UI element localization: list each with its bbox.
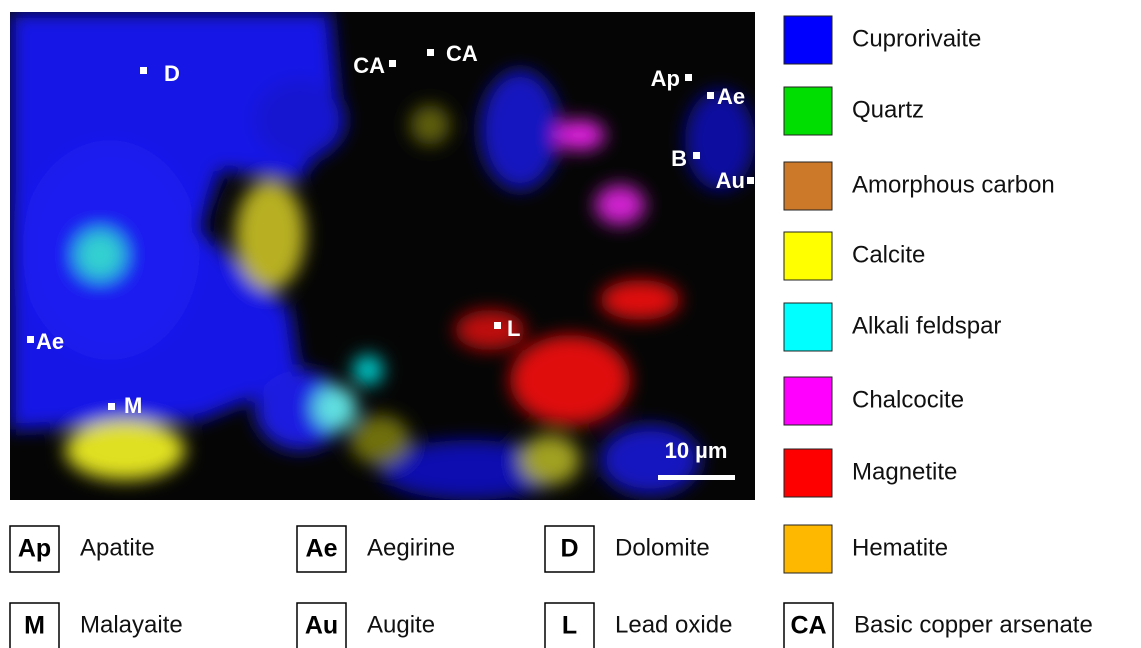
abbr-code: Au bbox=[305, 612, 338, 640]
legend-label: Amorphous carbon bbox=[852, 171, 1055, 198]
map-label: CA bbox=[353, 53, 385, 78]
legend-swatch bbox=[784, 303, 832, 351]
legend-label: Chalcocite bbox=[852, 386, 964, 413]
abbr-name: Augite bbox=[367, 611, 435, 638]
map-marker bbox=[494, 322, 501, 329]
legend-label: Hematite bbox=[852, 534, 948, 561]
mineral-map bbox=[10, 12, 755, 500]
map-label: CA bbox=[446, 41, 478, 66]
legend-swatch bbox=[784, 162, 832, 210]
abbr-code: M bbox=[24, 612, 45, 640]
legend-swatch bbox=[784, 16, 832, 64]
figure: 10 µm D CA CA Ap Ae B Au Ae M L Cuprorivaite Quartz… bbox=[0, 0, 1141, 648]
abbr-name: Malayaite bbox=[80, 611, 183, 638]
map-marker bbox=[747, 177, 754, 184]
legend-swatch bbox=[784, 232, 832, 280]
abbr-name: Basic copper arsenate bbox=[854, 611, 1093, 638]
map-label: D bbox=[164, 61, 180, 86]
scale-bar-label: 10 µm bbox=[665, 438, 728, 463]
map-marker bbox=[140, 67, 147, 74]
legend-label: Calcite bbox=[852, 241, 925, 268]
map-label: Au bbox=[716, 168, 745, 193]
abbr-code: CA bbox=[790, 612, 826, 640]
map-label: Ae bbox=[717, 84, 745, 109]
map-marker bbox=[693, 152, 700, 159]
abbr-code: L bbox=[562, 612, 577, 640]
abbr-code: D bbox=[560, 535, 578, 563]
abbr-name: Aegirine bbox=[367, 534, 455, 561]
scale-bar bbox=[658, 475, 735, 480]
legend-swatch bbox=[784, 525, 832, 573]
map-marker bbox=[427, 49, 434, 56]
map-marker bbox=[27, 336, 34, 343]
legend-swatch bbox=[784, 87, 832, 135]
map-marker bbox=[108, 403, 115, 410]
legend-label: Magnetite bbox=[852, 458, 957, 485]
map-marker bbox=[707, 92, 714, 99]
map-marker bbox=[685, 74, 692, 81]
abbr-code: Ap bbox=[18, 535, 51, 563]
map-label: M bbox=[124, 393, 142, 418]
legend-label: Cuprorivaite bbox=[852, 25, 981, 52]
legend-label: Quartz bbox=[852, 96, 924, 123]
map-label: Ae bbox=[36, 329, 64, 354]
map-label: Ap bbox=[651, 66, 680, 91]
map-label: B bbox=[671, 146, 687, 171]
map-label: L bbox=[507, 316, 520, 341]
legend-swatch bbox=[784, 449, 832, 497]
abbr-code: Ae bbox=[306, 535, 338, 563]
legend-swatch bbox=[784, 377, 832, 425]
abbr-name: Apatite bbox=[80, 534, 155, 561]
abbr-name: Dolomite bbox=[615, 534, 710, 561]
legend-label: Alkali feldspar bbox=[852, 312, 1001, 339]
abbr-name: Lead oxide bbox=[615, 611, 732, 638]
map-marker bbox=[389, 60, 396, 67]
